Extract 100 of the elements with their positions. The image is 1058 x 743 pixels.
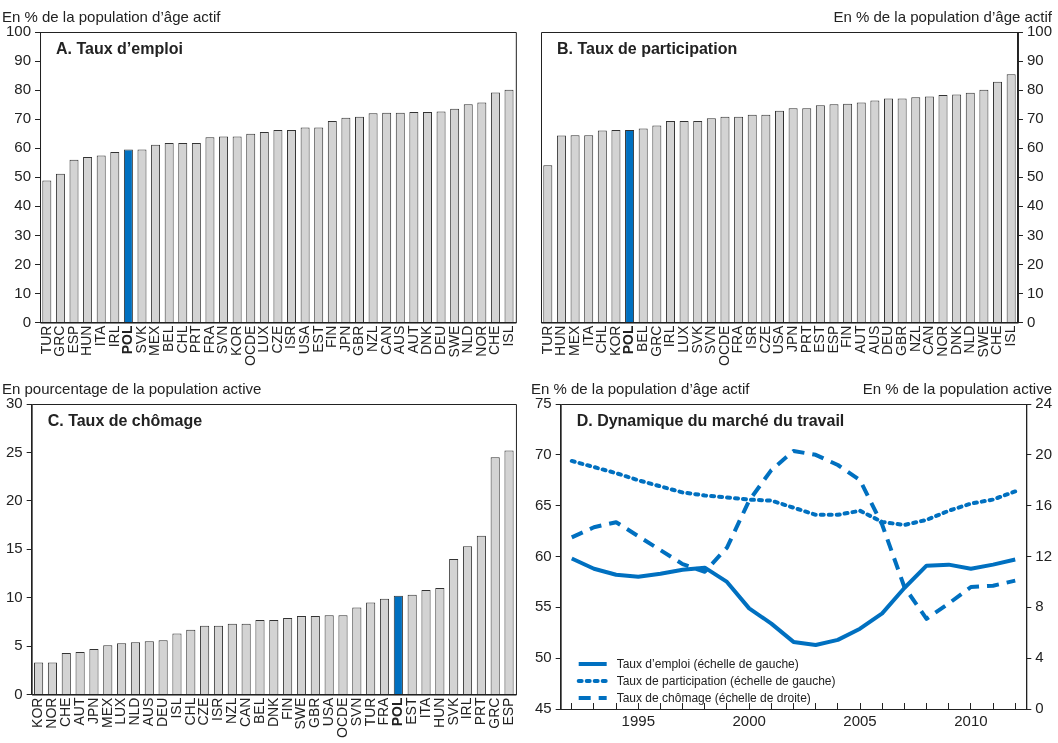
x-tick-label: FIN xyxy=(838,325,855,349)
y-tick-label: 50 xyxy=(14,167,32,185)
x-tick-label: MEX xyxy=(98,696,115,728)
legend-label: Taux de participation (échelle de gauche) xyxy=(616,674,836,688)
y2-tick-label: 20 xyxy=(1026,254,1044,272)
y2-tick-label: 50 xyxy=(1026,167,1044,185)
y2-axis-title: En % de la population d’âge actif xyxy=(833,8,1053,25)
legend-label: Taux d’emploi (échelle de gauche) xyxy=(616,657,799,671)
y-tick-label: 50 xyxy=(535,648,552,666)
y2-tick-label: 40 xyxy=(1026,196,1044,214)
chart-title: A. Taux d’emploi xyxy=(56,40,183,57)
y-tick-label: 15 xyxy=(6,539,23,557)
x-tick-label: MEX xyxy=(146,324,163,356)
x-tick-label: POL xyxy=(389,697,406,727)
text: C. Taux de chômage xyxy=(47,412,203,429)
x-tick-label: TUR xyxy=(538,325,555,355)
x-tick-label: GBR xyxy=(306,697,323,728)
x-tick-label: NZL xyxy=(906,325,923,352)
y-tick-label: 10 xyxy=(14,283,32,301)
x-tick-label: FIN xyxy=(278,697,295,721)
y2-tick-label: 90 xyxy=(1026,51,1044,69)
x-tick-label: OCDE xyxy=(241,325,258,366)
x-tick-label: KOR xyxy=(29,697,46,728)
y-tick-label: 75 xyxy=(535,394,552,412)
y-tick-label: 100 xyxy=(6,22,32,40)
x-tick-label: NOR xyxy=(43,697,60,729)
x-tick-label: SVK xyxy=(688,324,705,354)
x-tick-label: FRA xyxy=(375,696,392,726)
y-axis-title: En pourcentage de la population active xyxy=(2,380,262,397)
x-tick-label: PRT xyxy=(797,325,814,354)
y-tick-label: 30 xyxy=(14,225,32,243)
x-tick-label: KOR xyxy=(228,325,244,356)
y2-tick-label: 12 xyxy=(1035,546,1052,564)
x-tick-label: TUR xyxy=(361,697,378,727)
y2-tick-label: 4 xyxy=(1035,648,1044,666)
x-tick-label: CAN xyxy=(237,697,253,728)
x-tick-label: HUN xyxy=(430,697,447,728)
y-tick-label: 20 xyxy=(14,254,32,272)
y-tick-label: 25 xyxy=(6,442,23,460)
x-tick-label: JPN xyxy=(84,697,101,724)
x-tick-label: HUN xyxy=(78,325,95,356)
y-tick-label: 10 xyxy=(6,587,23,605)
y2-tick-label: 0 xyxy=(1026,312,1036,330)
x-tick-label: SVK xyxy=(444,696,461,726)
y-tick-label: 30 xyxy=(6,394,23,412)
x-tick-label: SVN xyxy=(347,697,364,727)
x-tick-label: 1995 xyxy=(621,712,655,730)
y-tick-label: 40 xyxy=(14,196,32,214)
x-tick-label: 2005 xyxy=(843,712,877,730)
y-tick-label: 70 xyxy=(14,109,32,127)
x-tick-label: DNK xyxy=(264,696,281,728)
y2-tick-label: 30 xyxy=(1026,225,1044,243)
y2-tick-label: 16 xyxy=(1035,495,1052,513)
y2-tick-label: 10 xyxy=(1026,283,1044,301)
y-tick-label: 70 xyxy=(535,444,552,462)
y2-tick-label: 0 xyxy=(1035,699,1044,717)
y-axis-title: En % de la population d’âge actif xyxy=(531,380,751,397)
x-tick-label: TUR xyxy=(37,325,54,355)
y2-tick-label: 24 xyxy=(1035,394,1052,412)
x-tick-label: ISL xyxy=(1002,325,1019,347)
x-tick-label: POL xyxy=(620,325,637,355)
x-tick-label: FRA xyxy=(729,324,746,354)
x-tick-label: LUX xyxy=(112,696,129,725)
x-tick-label: CHE xyxy=(988,325,1005,356)
x-tick-label: ITA xyxy=(579,324,596,347)
y-tick-label: 60 xyxy=(535,546,552,564)
y2-tick-label: 60 xyxy=(1026,138,1044,156)
y2-tick-label: 100 xyxy=(1026,22,1052,40)
y-tick-label: 5 xyxy=(14,636,23,654)
y-axis-title: En % de la population d’âge actif xyxy=(2,8,222,25)
x-tick-label: SVN xyxy=(214,325,231,355)
x-tick-label: DEU xyxy=(879,325,896,356)
y-tick-label: 65 xyxy=(535,495,552,513)
y-tick-label: 90 xyxy=(14,51,32,69)
x-tick-label: ISL xyxy=(167,697,184,719)
y-tick-label: 60 xyxy=(14,138,32,156)
y2-tick-label: 8 xyxy=(1035,597,1044,615)
x-tick-label: CAN xyxy=(377,325,394,356)
x-tick-label: PRT xyxy=(472,697,489,726)
x-tick-label: NZL xyxy=(223,697,240,724)
x-tick-label: 2010 xyxy=(954,712,988,730)
text: D. Dynamique du marché du travail xyxy=(576,412,845,429)
x-tick-label: ISR xyxy=(209,697,226,721)
y-tick-label: 0 xyxy=(14,684,23,702)
y-tick-label: 55 xyxy=(535,597,552,615)
y-tick-label: 0 xyxy=(22,312,32,330)
x-tick-label: 2000 xyxy=(732,712,766,730)
x-tick-label: GBR xyxy=(893,325,909,356)
x-tick-label: BEL xyxy=(250,697,267,725)
x-tick-label: SWE xyxy=(445,325,462,358)
y2-tick-label: 80 xyxy=(1026,80,1044,98)
y2-tick-label: 20 xyxy=(1035,444,1052,462)
x-tick-label: CZE xyxy=(195,697,212,726)
x-tick-label: EST xyxy=(309,325,326,353)
legend-label: Taux de chômage (échelle de droite) xyxy=(616,691,811,705)
x-tick-label: DNK xyxy=(947,324,964,356)
y2-axis-title: En % de la population active xyxy=(862,380,1052,397)
x-tick-label: NLD xyxy=(126,697,143,726)
y2-tick-label: 70 xyxy=(1026,109,1044,127)
x-tick-label: SWE xyxy=(292,697,309,730)
